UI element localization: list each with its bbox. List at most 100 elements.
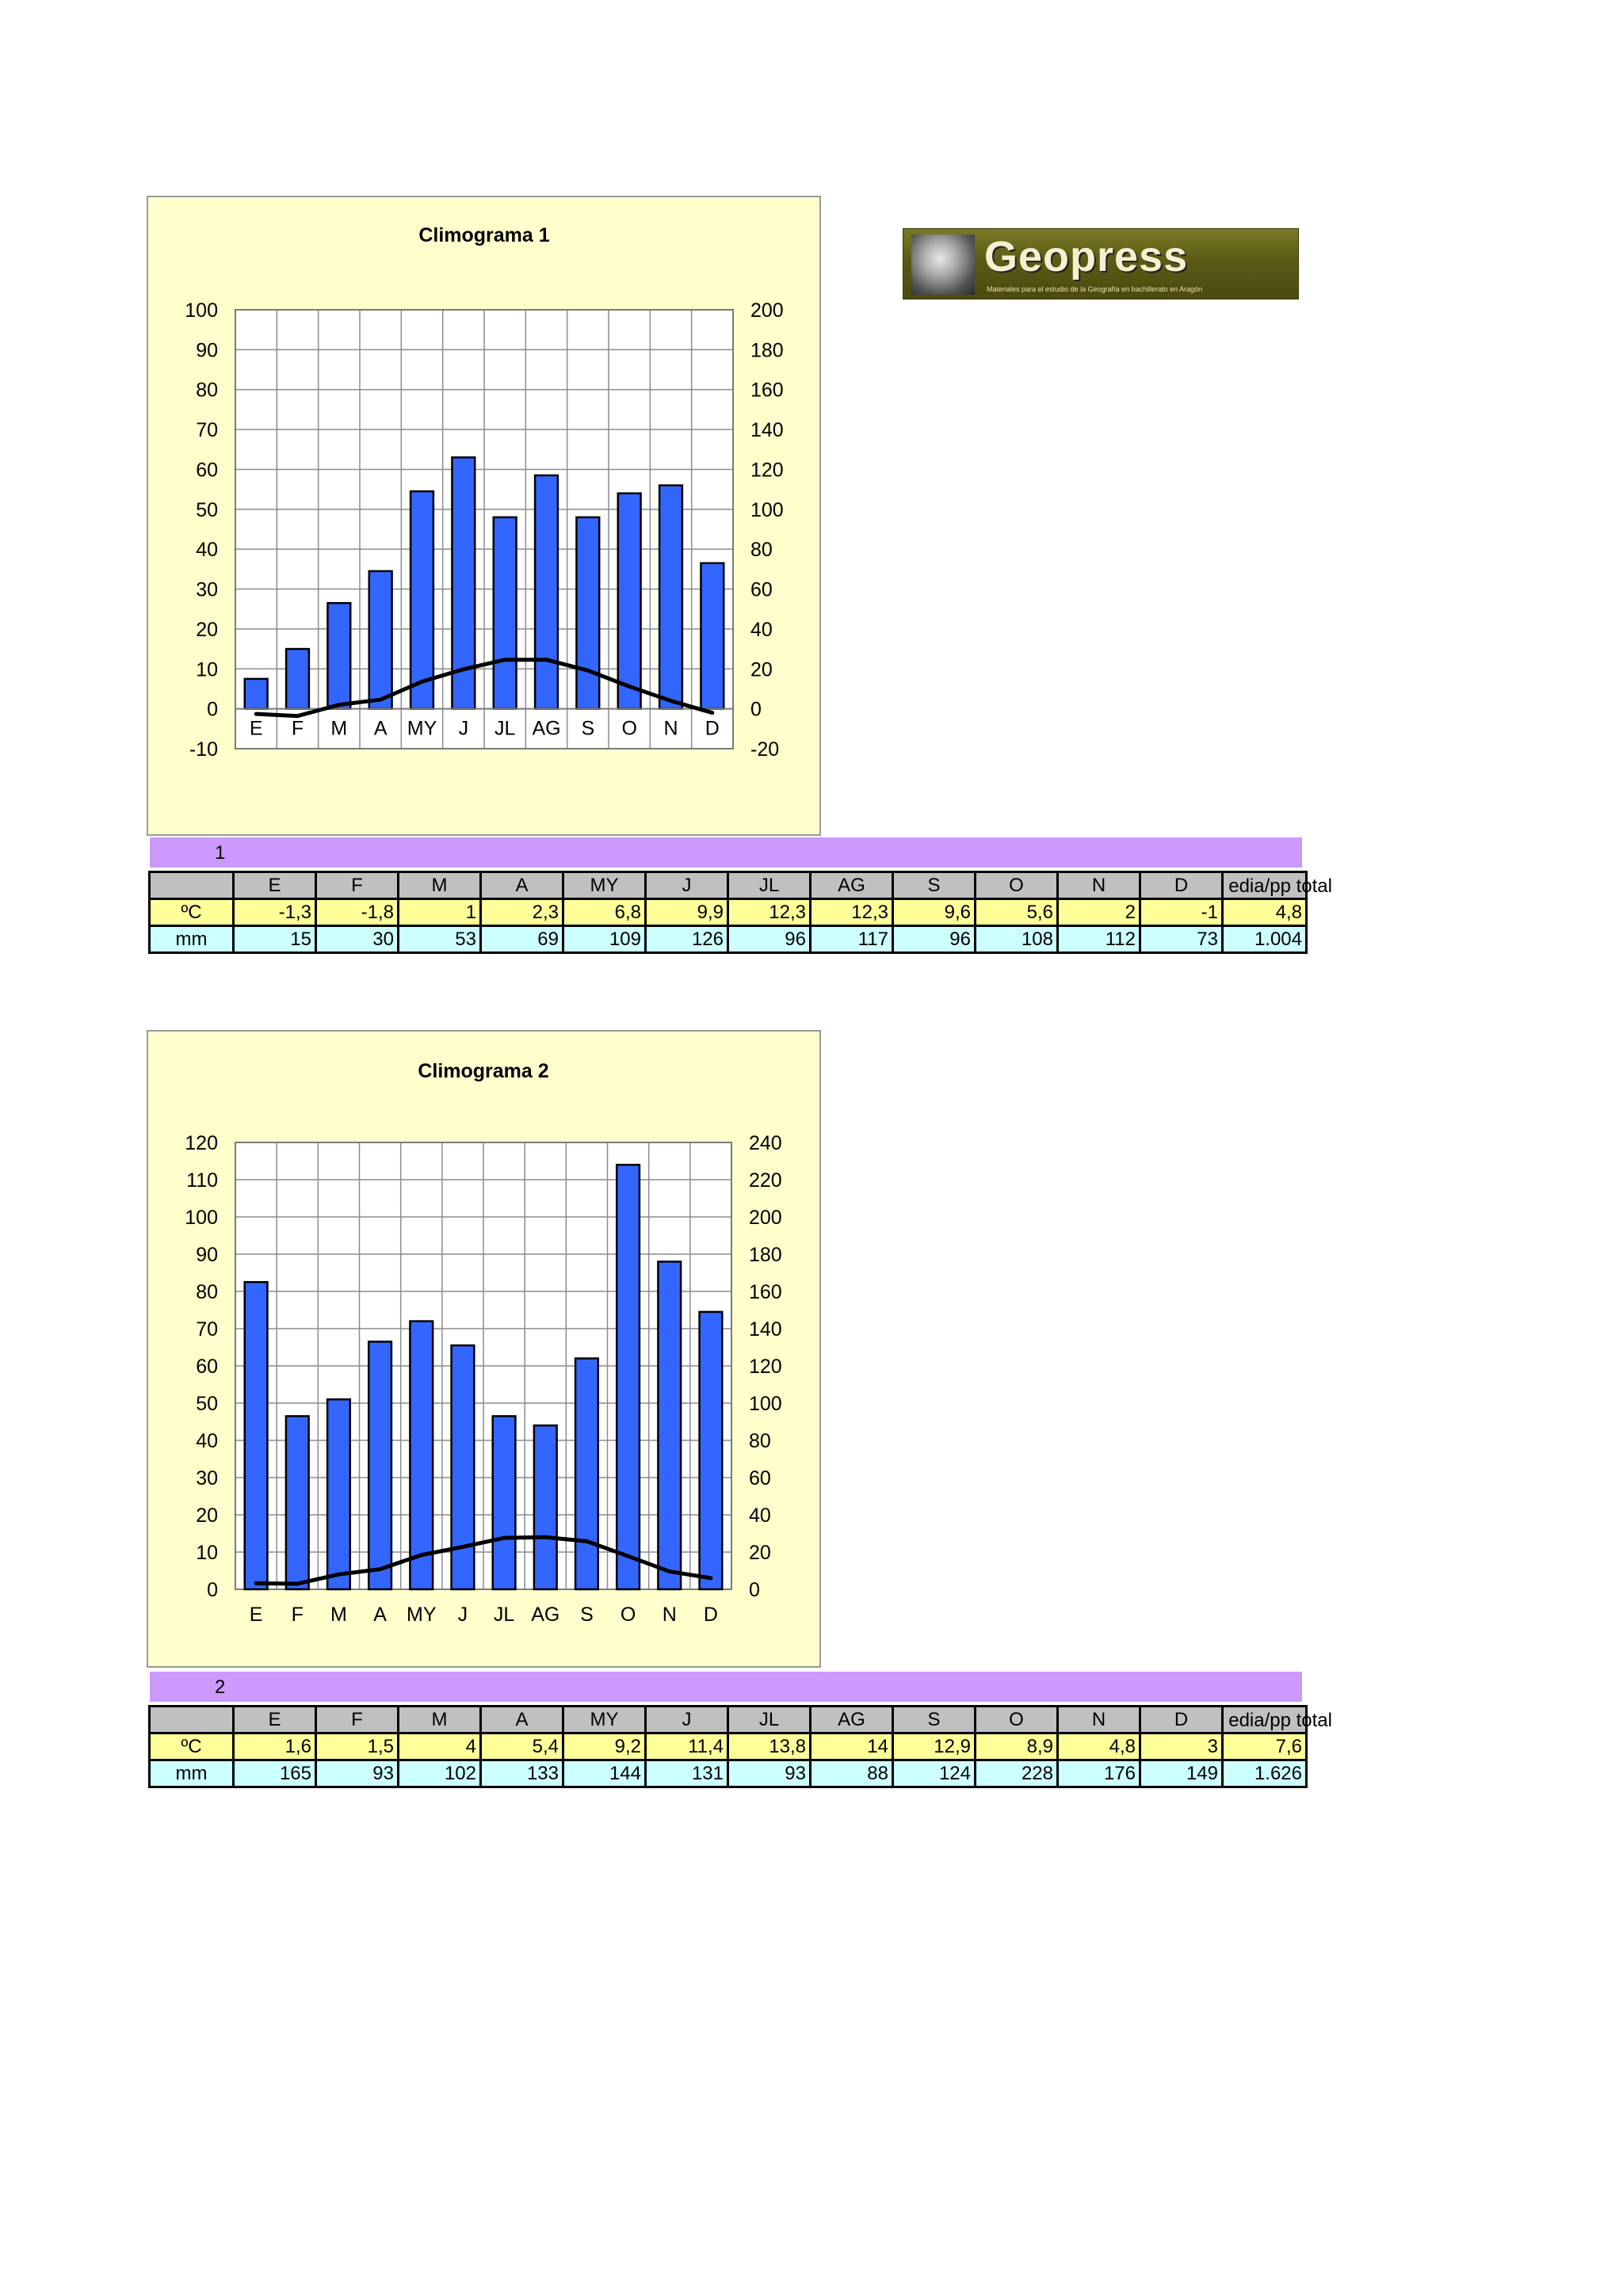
- table-cell: 73: [1139, 925, 1224, 954]
- table-cell: 4: [397, 1732, 482, 1761]
- right-tick-label: 220: [749, 1169, 782, 1192]
- left-tick-label: -10: [189, 738, 218, 761]
- precipitation-bar: [367, 1341, 393, 1591]
- right-tick-label: 180: [749, 1244, 782, 1266]
- table-cell: 9,6: [892, 898, 976, 927]
- precipitation-bar: [700, 562, 725, 710]
- precipitation-bar: [327, 601, 352, 710]
- temperature-line: [254, 658, 715, 719]
- table-cell: 12,3: [809, 898, 894, 927]
- table-cell: 133: [479, 1759, 564, 1788]
- table-cell: 30: [315, 925, 399, 954]
- table-cell: 7,6: [1221, 1732, 1308, 1761]
- table-cell: 11,4: [644, 1732, 729, 1761]
- category-label: JL: [494, 1604, 515, 1626]
- right-tick-label: 120: [750, 459, 784, 481]
- table-cell: 9,9: [644, 898, 729, 927]
- table-cell: 176: [1056, 1759, 1141, 1788]
- right-tick-label: 120: [749, 1356, 782, 1378]
- precipitation-bar: [492, 516, 517, 710]
- table-cell: -1: [1139, 898, 1224, 927]
- right-tick-label: 0: [750, 699, 762, 721]
- table-cell: [148, 871, 235, 900]
- table-cell: M: [397, 1705, 482, 1734]
- logo-wordmark: Geopress: [984, 233, 1189, 280]
- precipitation-bar: [533, 1424, 558, 1591]
- category-label: M: [330, 718, 347, 740]
- header-last-label: edia/pp total: [1228, 1710, 1332, 1731]
- table-cell: 2,3: [479, 898, 564, 927]
- logo-subtitle: Materiales para el estudio de la Geograf…: [987, 285, 1203, 293]
- table-cell: ºC: [148, 898, 235, 927]
- table-cell: 96: [892, 925, 976, 954]
- table-cell: O: [974, 1705, 1059, 1734]
- table-cell: MY: [562, 1705, 647, 1734]
- table-cell: E: [232, 871, 317, 900]
- table-cell: E: [232, 1705, 317, 1734]
- table-cell: 2: [1056, 898, 1141, 927]
- table-cell: 8,9: [974, 1732, 1059, 1761]
- table-cell: 124: [892, 1759, 976, 1788]
- table-cell: 5,4: [479, 1732, 564, 1761]
- right-tick-label: -20: [750, 738, 779, 761]
- table-cell: -1,3: [232, 898, 317, 927]
- category-label: O: [621, 1604, 636, 1626]
- precipitation-bar: [285, 647, 311, 710]
- table-cell: 13,8: [727, 1732, 812, 1761]
- right-tick-label: 80: [750, 539, 773, 561]
- table-cell: 53: [397, 925, 482, 954]
- table-cell: 112: [1056, 925, 1141, 954]
- precipitation-bar: [617, 492, 642, 710]
- category-label: A: [373, 1604, 387, 1626]
- table-cell: A: [479, 1705, 564, 1734]
- category-label: E: [250, 718, 263, 740]
- category-label: E: [250, 1604, 263, 1626]
- category-label: N: [663, 718, 678, 740]
- right-tick-label: 40: [749, 1505, 771, 1527]
- table-cell: 126: [644, 925, 729, 954]
- category-label: D: [704, 1604, 718, 1626]
- category-label: J: [459, 718, 469, 740]
- right-tick-label: 160: [749, 1281, 782, 1303]
- precipitation-bar: [368, 570, 393, 710]
- left-tick-label: 20: [196, 619, 218, 641]
- table-cell: D: [1139, 1705, 1224, 1734]
- table-cell: 15: [232, 925, 317, 954]
- right-tick-label: 40: [750, 619, 773, 641]
- table-cell: 1,5: [315, 1732, 399, 1761]
- temperature-row: ºC -1,3 -1,8 1 2,3 6,8 9,9 12,3 12,3 9,6 5,6 2 -1 4,8: [148, 898, 1308, 927]
- table-cell: 14: [809, 1732, 894, 1761]
- left-tick-label: 80: [196, 1281, 218, 1303]
- category-label: S: [580, 1604, 594, 1626]
- left-tick-label: 20: [196, 1505, 218, 1527]
- left-tick-label: 50: [196, 1393, 218, 1415]
- table-cell: MY: [562, 871, 647, 900]
- left-tick-label: 90: [196, 339, 218, 361]
- table-cell: 108: [974, 925, 1059, 954]
- precipitation-bar: [491, 1415, 517, 1591]
- temperature-line: [254, 1535, 713, 1586]
- right-tick-label: 100: [750, 499, 784, 521]
- table-cell: JL: [727, 1705, 812, 1734]
- left-tick-label: 30: [196, 1467, 218, 1489]
- climograma-1-chart: Climograma 1 100 200 90 180 80 160 70 140 60 120 50…: [147, 196, 821, 836]
- precipitation-bar: [533, 474, 559, 710]
- precipitation-bar: [575, 516, 601, 710]
- table-cell: S: [892, 1705, 976, 1734]
- precipitation-bar: [450, 1344, 475, 1591]
- table-cell: S: [892, 871, 976, 900]
- table-cell: 6,8: [562, 898, 647, 927]
- table-cell: [148, 1705, 235, 1734]
- precipitation-bar: [409, 490, 435, 710]
- left-tick-label: 110: [186, 1169, 218, 1192]
- right-tick-label: 60: [749, 1467, 771, 1489]
- chart-title: Climograma 2: [418, 1060, 548, 1082]
- right-tick-label: 60: [750, 579, 773, 601]
- left-tick-label: 120: [185, 1132, 218, 1154]
- table-cell: 1,6: [232, 1732, 317, 1761]
- right-tick-label: 20: [750, 658, 773, 681]
- category-label: JL: [495, 718, 516, 740]
- precipitation-bar: [285, 1415, 310, 1591]
